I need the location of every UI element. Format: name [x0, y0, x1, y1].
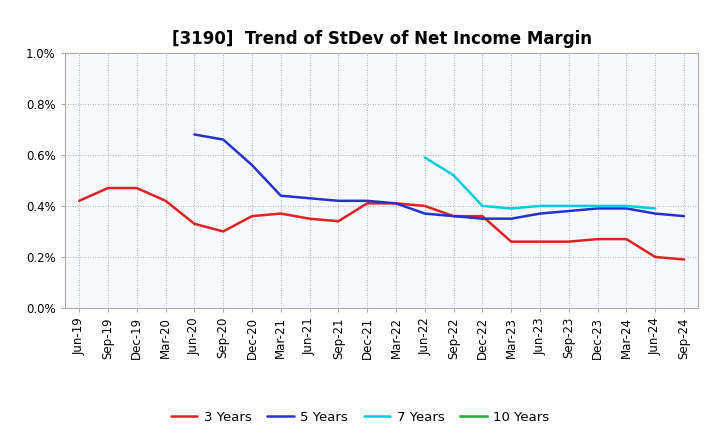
5 Years: [478, 216, 487, 221]
7 Years: [449, 172, 458, 178]
3 Years: [190, 221, 199, 227]
Legend: 3 Years, 5 Years, 7 Years, 10 Years: 3 Years, 5 Years, 7 Years, 10 Years: [166, 405, 554, 429]
5 Years: [334, 198, 343, 203]
7 Years: [420, 155, 429, 160]
5 Years: [363, 198, 372, 203]
3 Years: [622, 236, 631, 242]
5 Years: [593, 206, 602, 211]
5 Years: [449, 213, 458, 219]
3 Years: [564, 239, 573, 244]
Line: 7 Years: 7 Years: [425, 158, 655, 209]
7 Years: [507, 206, 516, 211]
3 Years: [392, 201, 400, 206]
3 Years: [449, 213, 458, 219]
3 Years: [132, 185, 141, 191]
3 Years: [305, 216, 314, 221]
7 Years: [536, 203, 544, 209]
5 Years: [536, 211, 544, 216]
5 Years: [507, 216, 516, 221]
5 Years: [392, 201, 400, 206]
3 Years: [219, 229, 228, 234]
5 Years: [622, 206, 631, 211]
3 Years: [507, 239, 516, 244]
7 Years: [593, 203, 602, 209]
3 Years: [248, 213, 256, 219]
3 Years: [593, 236, 602, 242]
3 Years: [478, 213, 487, 219]
5 Years: [564, 209, 573, 214]
7 Years: [651, 206, 660, 211]
3 Years: [680, 257, 688, 262]
3 Years: [161, 198, 170, 203]
7 Years: [478, 203, 487, 209]
3 Years: [363, 201, 372, 206]
Title: [3190]  Trend of StDev of Net Income Margin: [3190] Trend of StDev of Net Income Marg…: [171, 30, 592, 48]
5 Years: [276, 193, 285, 198]
3 Years: [276, 211, 285, 216]
5 Years: [219, 137, 228, 142]
Line: 3 Years: 3 Years: [79, 188, 684, 260]
3 Years: [420, 203, 429, 209]
5 Years: [651, 211, 660, 216]
5 Years: [190, 132, 199, 137]
3 Years: [536, 239, 544, 244]
5 Years: [420, 211, 429, 216]
7 Years: [564, 203, 573, 209]
5 Years: [305, 196, 314, 201]
3 Years: [75, 198, 84, 203]
3 Years: [651, 254, 660, 260]
5 Years: [248, 162, 256, 168]
3 Years: [104, 185, 112, 191]
5 Years: [680, 213, 688, 219]
Line: 5 Years: 5 Years: [194, 135, 684, 219]
7 Years: [622, 203, 631, 209]
3 Years: [334, 219, 343, 224]
